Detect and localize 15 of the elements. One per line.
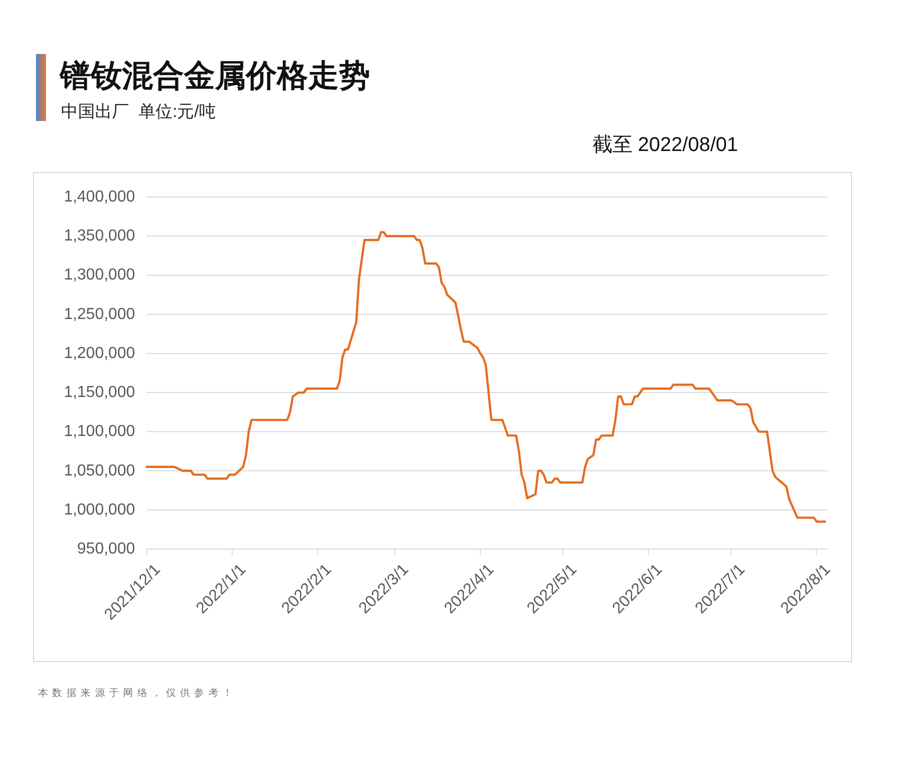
text: 截至 2022/08/01	[592, 134, 738, 156]
y-tick-label: 1,200,000	[64, 344, 136, 362]
chart-subtitle: 中国出厂 单位:元/吨	[61, 102, 216, 121]
chart-title: 镨钕混合金属价格走势	[59, 58, 370, 93]
y-tick-label: 1,100,000	[64, 423, 136, 440]
y-tick-label: 1,150,000	[64, 384, 136, 402]
y-tick-label: 1,050,000	[64, 462, 136, 480]
text: 本数据来源于网络，仅供参考！	[38, 687, 237, 699]
line-series	[146, 231, 826, 523]
y-tick-label: 1,250,000	[64, 306, 136, 323]
y-tick-label: 1,350,000	[64, 228, 136, 245]
y-tick-label: 1,400,000	[64, 188, 136, 206]
y-tick-label: 1,300,000	[64, 266, 136, 284]
y-tick-label: 950,000	[77, 540, 136, 558]
y-tick-label: 1,000,000	[64, 501, 136, 518]
